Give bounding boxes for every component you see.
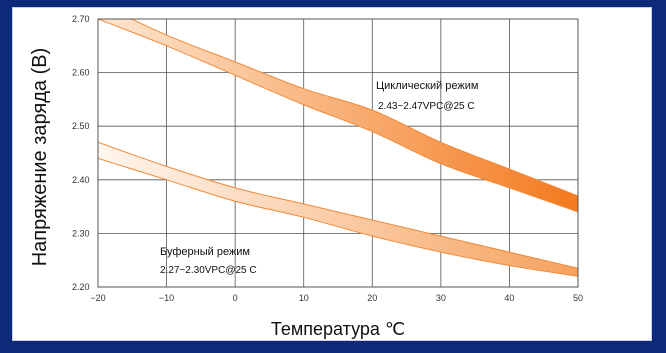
cyclic-mode-band [98,19,578,212]
y-tick-label: 2.20 [72,282,90,292]
cyclic-mode-band-upper-edge [130,19,578,197]
x-tick-label: −20 [90,293,105,303]
x-tick-label: 40 [504,293,514,303]
y-ticks: 2.20 2.30 2.40 2.50 2.60 2.70 [72,14,90,292]
y-axis-label: Напряжение заряда (B) [29,48,51,267]
buffer-mode-label: Буферный режим [160,246,250,258]
x-tick-label: 0 [233,293,238,303]
cyclic-mode-label: Циклический режим [376,80,478,92]
x-tick-label: 10 [299,293,309,303]
buffer-mode-spec: 2.27~2.30VPC@25 C [160,265,257,276]
x-tick-label: 20 [367,293,377,303]
x-tick-label: 50 [573,293,583,303]
y-tick-label: 2.30 [72,228,90,238]
x-tick-label: −10 [159,293,174,303]
buffer-mode-band [98,142,578,277]
y-tick-label: 2.40 [72,175,90,185]
y-tick-label: 2.70 [72,14,90,24]
cyclic-mode-band-lower-edge [98,19,578,213]
charge-voltage-chart: 2.20 2.30 2.40 2.50 2.60 2.70 −20 −10 0 10 20 30 40… [29,14,583,339]
buffer-mode-band-lower-edge [98,157,578,277]
buffer-mode-band-upper-edge [98,141,578,269]
bands [98,19,578,277]
cyclic-mode-spec: 2.43~2.47VPC@25 C [378,101,475,112]
x-ticks: −20 −10 0 10 20 30 40 50 [90,293,583,303]
y-tick-label: 2.60 [72,68,90,78]
chart-frame: 2.20 2.30 2.40 2.50 2.60 2.70 −20 −10 0 10 20 30 40… [12,7,652,341]
plot-border [97,18,579,288]
y-tick-label: 2.50 [72,121,90,131]
x-axis-label: Температура ℃ [271,319,405,339]
x-tick-label: 30 [436,293,446,303]
